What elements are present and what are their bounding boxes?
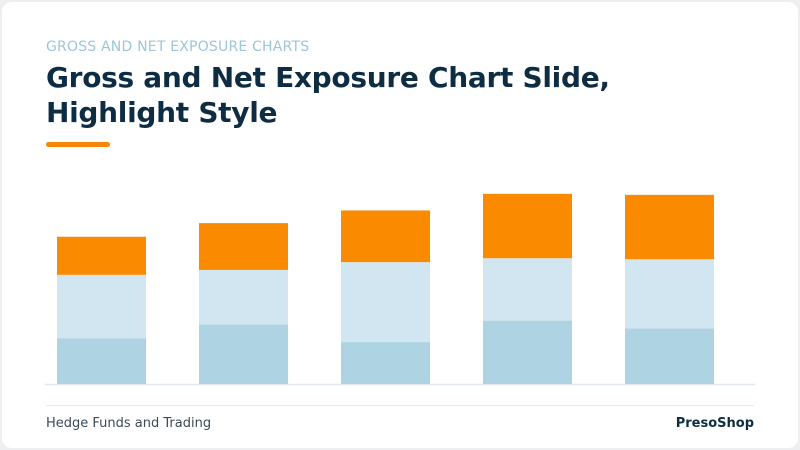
eyebrow-label: GROSS AND NET EXPOSURE CHARTS [46, 39, 310, 55]
bar-3-top-segment [341, 210, 430, 263]
bar-2-top-segment [199, 223, 288, 270]
bar-5-middle-segment [625, 259, 714, 329]
bar-4-bottom-segment [483, 320, 572, 384]
bar-2-bottom-segment [199, 324, 288, 384]
bar-4-middle-segment [483, 258, 572, 321]
bar-1-middle-segment [57, 274, 146, 339]
footer-divider [46, 405, 754, 406]
bar-5-top-segment [625, 194, 714, 260]
bar-2-middle-segment [199, 269, 288, 325]
bar-4-top-segment [483, 193, 572, 259]
bar-1-bottom-segment [57, 338, 146, 384]
bar-3-bottom-segment [341, 342, 430, 384]
bar-1-top-segment [57, 236, 146, 275]
brand-name: PresoShop [675, 416, 754, 431]
footer-subtitle: Hedge Funds and Trading [46, 416, 212, 431]
bar-5-bottom-segment [625, 328, 714, 384]
page-title: Gross and Net Exposure Chart Slide, High… [46, 61, 610, 129]
title-accent-line [46, 142, 110, 147]
bar-3-middle-segment [341, 262, 430, 343]
